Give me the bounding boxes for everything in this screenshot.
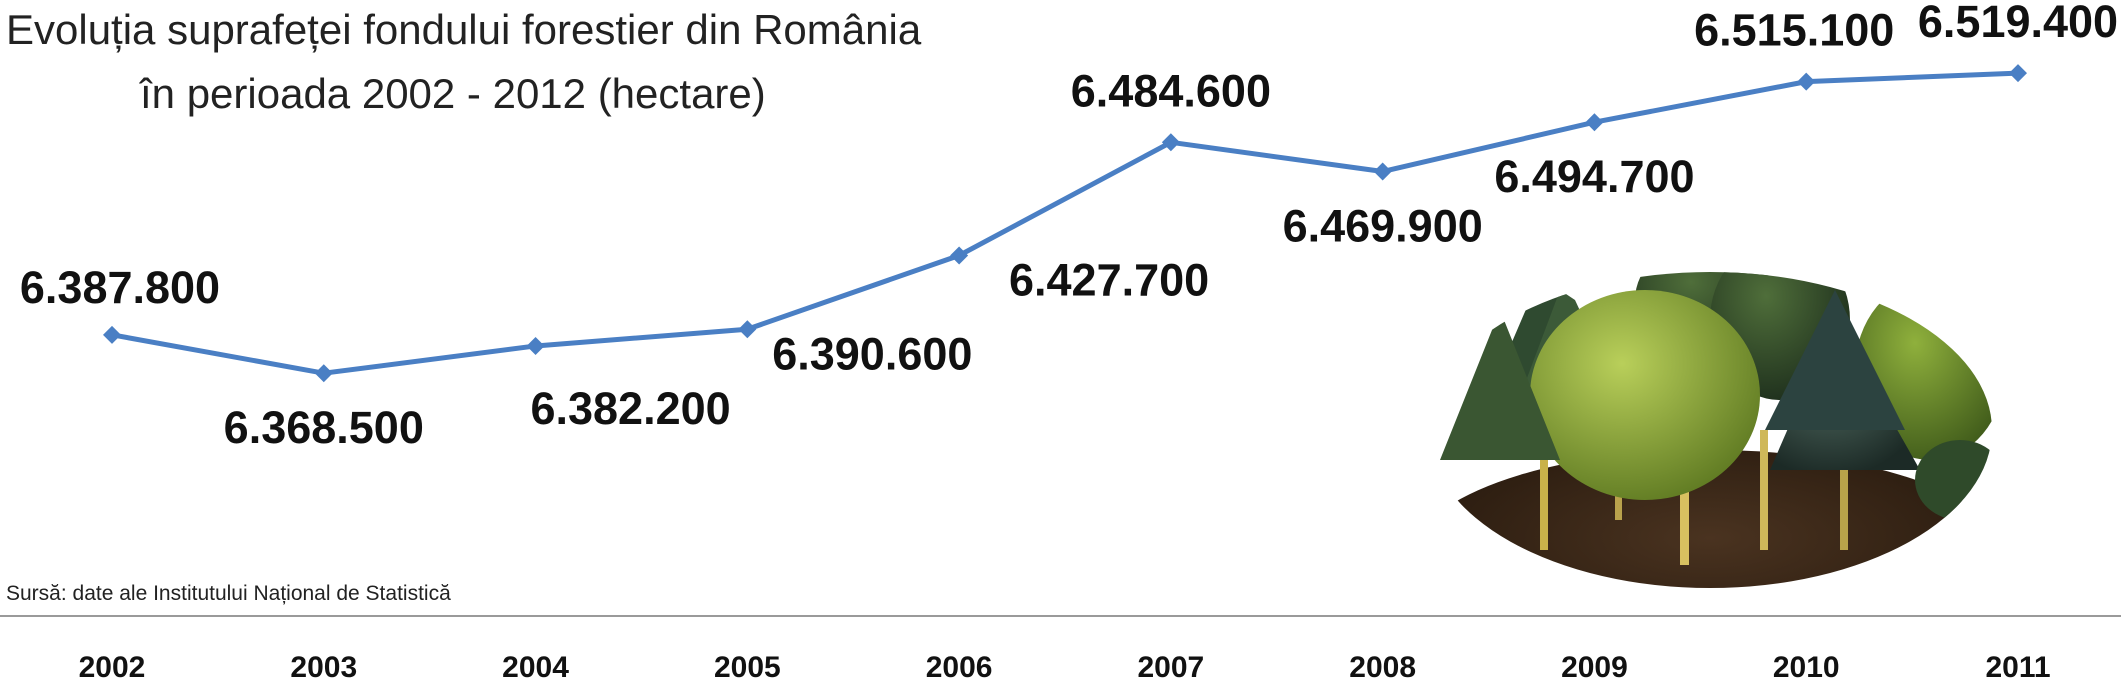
data-point-2010	[1797, 72, 1816, 91]
forest-trees-image	[1428, 272, 1992, 588]
x-axis: 2002 2003 2004 2005 2006 2007 2008 2009 2010 2011	[79, 651, 2051, 684]
data-point-2002	[103, 325, 121, 344]
series-line	[111, 70, 2019, 376]
x-tick-label-2010: 2010	[1773, 651, 1840, 684]
data-point-2011	[2009, 64, 2027, 83]
x-tick-label-2011: 2011	[1985, 651, 2050, 684]
value-label-2008: 6.469.900	[1283, 201, 1483, 252]
x-tick-label-2005: 2005	[714, 651, 781, 684]
x-tick-label-2008: 2008	[1349, 651, 1416, 684]
data-point-2008	[1373, 162, 1392, 181]
data-point-2004	[526, 336, 545, 355]
data-point-2003	[314, 364, 333, 383]
data-point-2007	[1161, 133, 1180, 152]
x-tick-label-2006: 2006	[926, 651, 993, 684]
data-point-2005	[738, 320, 757, 339]
data-point-2009	[1585, 113, 1604, 132]
value-label-2005: 6.390.600	[772, 328, 972, 379]
value-label-2004: 6.382.200	[530, 383, 730, 434]
data-point-2006	[950, 246, 969, 265]
chart-title-line-1: Evoluția suprafeței fondului forestier d…	[6, 6, 922, 53]
x-tick-label-2002: 2002	[79, 651, 146, 684]
value-label-2010: 6.515.100	[1694, 5, 1894, 56]
value-label-2009: 6.494.700	[1494, 151, 1694, 202]
value-label-2007: 6.484.600	[1071, 65, 1271, 116]
x-tick-label-2009: 2009	[1561, 651, 1628, 684]
value-label-2002: 6.387.800	[20, 262, 220, 313]
x-tick-label-2004: 2004	[502, 651, 569, 684]
plot-area: 6.387.800 6.368.500 6.382.200 6.390.600 6.42…	[20, 0, 2118, 453]
x-tick-label-2003: 2003	[290, 651, 357, 684]
value-label-2006: 6.427.700	[1009, 254, 1209, 305]
value-label-2011: 6.519.400	[1918, 0, 2118, 47]
value-label-2003: 6.368.500	[224, 402, 424, 453]
source-note: Sursă: date ale Institutului Național de…	[6, 582, 451, 605]
x-tick-label-2007: 2007	[1138, 651, 1205, 684]
chart-title-line-2: în perioada 2002 - 2012 (hectare)	[139, 70, 766, 117]
